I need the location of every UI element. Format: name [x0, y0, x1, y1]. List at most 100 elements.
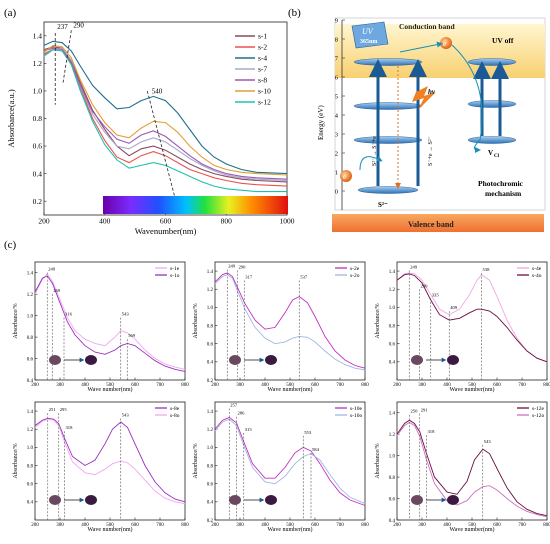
- peak-label-553: 553: [304, 430, 312, 435]
- peak-label-249: 249: [228, 263, 236, 268]
- x-tick-label-c4: 500: [106, 523, 114, 528]
- x-tick-label-c6: 800: [543, 523, 550, 528]
- x-tick-label-c1: 500: [106, 383, 114, 388]
- peak-label-409: 409: [450, 305, 458, 310]
- x-tick-label-c3: 500: [468, 383, 476, 388]
- x-tick-label-c5: 700: [336, 523, 344, 528]
- legend-label-s-1o: s-1o: [170, 273, 180, 279]
- x-tick-label-c2: 800: [361, 383, 369, 388]
- x-tick-label-c2: 700: [336, 383, 344, 388]
- vcl-label: V: [488, 149, 493, 157]
- chart-a: 200 400 600 800 1000 0.2 0.4 0.6 0.8 1.0 1.2 1.4 Wav…: [6, 22, 295, 236]
- legend-label-s-10e: s-10e: [350, 406, 362, 412]
- electron-top-label: e: [443, 40, 446, 48]
- sample-photo-after: [447, 495, 459, 505]
- disk-stack-left: [353, 58, 427, 194]
- peak-label-316: 316: [65, 312, 73, 317]
- peak-label-318: 318: [66, 425, 74, 430]
- peak-label-290: 290: [239, 264, 247, 269]
- panel-label-b: (b): [288, 7, 301, 19]
- uv-wavelength: 365nm: [360, 39, 377, 45]
- y-tick-label-c5: 0.6: [207, 482, 214, 487]
- x-tick-label-c1: 600: [131, 383, 139, 388]
- series-line-s-12e: [396, 419, 548, 517]
- y-tick-label-a: 1.2: [33, 59, 43, 68]
- x-axis-label-c5: Wave number(nm): [268, 526, 313, 533]
- energy-tick-label: 7: [335, 56, 339, 63]
- x-axis-label-a: Wavenumber(nm): [135, 226, 197, 236]
- electron-return-arrow: [359, 155, 383, 171]
- peak-label-269: 269: [53, 288, 61, 293]
- series-line-s-10o: [214, 418, 366, 505]
- x-tick-label-a: 800: [221, 217, 233, 226]
- electron-bottom: [340, 170, 352, 182]
- peak-label-543: 543: [122, 413, 130, 418]
- mechanism-line-1: Photochromic: [478, 179, 524, 188]
- energy-level-disk-left: [353, 58, 423, 66]
- sample-photo-before: [411, 355, 423, 365]
- x-tick-label-a: 200: [38, 217, 50, 226]
- y-tick-label-c4: 0.8: [27, 464, 34, 469]
- peak-label-569: 569: [128, 333, 136, 338]
- energy-level-disk-left: [357, 186, 419, 194]
- y-axis-label-c3: Absorbance/%: [375, 303, 381, 338]
- y-tick-label-c6: 0.4: [389, 519, 396, 524]
- legend-label-s-2e: s-2e: [350, 266, 360, 272]
- y-tick-label-c1: 0.6: [27, 357, 34, 362]
- subplot-c2: 200 300 400 500 600 700 800 0.2 0.4 0.6 0.8 1.0 1.2 1…: [193, 261, 369, 393]
- x-tick-label-c4: 700: [156, 523, 164, 528]
- energy-tick-label: 4: [335, 113, 339, 120]
- color-spectrum-bar: [103, 196, 288, 214]
- x-tick-label-c3: 200: [393, 383, 401, 388]
- conduction-band-label: Conduction band: [399, 22, 455, 31]
- series-line-s-4: [43, 40, 288, 175]
- y-tick-label-a: 0.2: [33, 197, 43, 206]
- y-tick-label-c6: 0.8: [389, 476, 396, 481]
- legend-label-s-1e: s-1e: [170, 266, 180, 272]
- x-tick-label-c4: 400: [81, 523, 89, 528]
- peak-label-315: 315: [245, 427, 253, 432]
- y-tick-label-c6: 1.2: [389, 433, 396, 438]
- x-axis-label-c1: Wave number(nm): [88, 386, 133, 393]
- excitation-arrow: [399, 41, 443, 53]
- x-tick-label-c4: 800: [181, 523, 189, 528]
- x-axis-label-c4: Wave number(nm): [88, 526, 133, 533]
- uv-label: UV: [362, 27, 374, 36]
- y-tick-label-c4: 0.6: [27, 482, 34, 487]
- y-tick-label-c2: 1.0: [207, 306, 214, 311]
- energy-tick-label: 2: [335, 151, 338, 158]
- x-tick-label-c6: 200: [393, 523, 401, 528]
- subplot-c3: 200 300 400 500 600 700 800 0.4 0.6 0.8 1.0 1.2 1.4 W…: [375, 261, 550, 393]
- series-line-s-1o: [34, 275, 186, 372]
- peak-label-286: 286: [238, 411, 246, 416]
- legend-label-s-4: s-4: [258, 54, 267, 63]
- peak-label-257: 257: [230, 403, 238, 408]
- sample-photo-after: [447, 355, 459, 365]
- valence-band-region: [332, 214, 544, 232]
- energy-level-disk-left: [353, 102, 423, 110]
- y-tick-label-c3: 0.8: [389, 324, 396, 329]
- plot-frame-a: [43, 21, 288, 216]
- y-tick-label-c2: 1.4: [207, 270, 214, 275]
- panel-label-a: (a): [4, 7, 17, 19]
- peak-label-540: 540: [152, 88, 163, 96]
- x-tick-label-c6: 700: [518, 523, 526, 528]
- peak-label-291: 291: [421, 408, 429, 413]
- y-axis-label-c6: Absorbance/%: [375, 443, 381, 478]
- x-axis-label-c2: Wave number(nm): [268, 386, 313, 393]
- y-tick-label-c5: 0.2: [207, 519, 214, 524]
- y-tick-label-c1: 0.8: [27, 336, 34, 341]
- y-tick-label-c2: 0.6: [207, 342, 214, 347]
- series-line-s-8e: [34, 417, 186, 503]
- x-tick-label-c2: 200: [211, 383, 219, 388]
- x-tick-label-c5: 200: [211, 523, 219, 528]
- x-tick-label-c2: 500: [286, 383, 294, 388]
- band-diagram: Conduction band Valence band 9876543210 …: [317, 18, 546, 232]
- y-axis-label-c5: Absorbance/%: [193, 443, 199, 478]
- y-tick-label-c3: 1.2: [389, 288, 396, 293]
- y-tick-label-c1: 0.4: [27, 379, 34, 384]
- y-tick-label-a: 1.4: [33, 31, 43, 40]
- peak-label-237: 237: [57, 23, 68, 31]
- vcl-subscript: Cl: [494, 154, 500, 159]
